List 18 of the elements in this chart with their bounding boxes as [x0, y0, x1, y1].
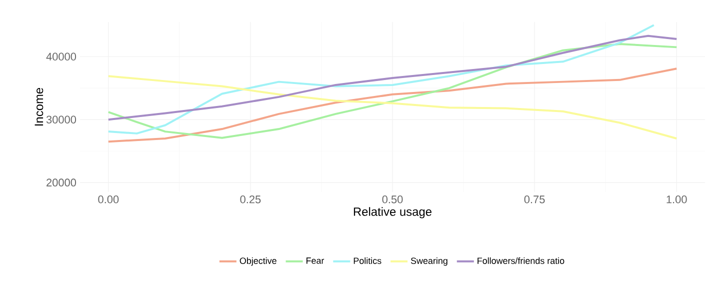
y-tick-label: 20000 — [46, 178, 76, 186]
x-tick-label: 0.25 — [240, 196, 261, 204]
legend-label: Objective — [240, 257, 276, 266]
legend-label: Swearing — [410, 257, 448, 266]
y-axis-title: Income — [34, 88, 44, 126]
line-series — [107, 24, 655, 134]
legend-label: Followers/friends ratio — [478, 257, 564, 264]
x-tick-label: 0.50 — [382, 196, 403, 204]
line-series — [107, 43, 678, 139]
x-tick-label: 0.75 — [524, 196, 545, 204]
y-tick-label: 40000 — [46, 52, 76, 61]
line-series — [107, 34, 678, 121]
legend-label: Fear — [306, 258, 324, 264]
x-tick-label: 1.00 — [666, 196, 687, 204]
x-axis-title: Relative usage — [354, 207, 432, 218]
x-tick-label: 0.00 — [98, 196, 119, 204]
legend-label: Politics — [354, 257, 382, 264]
y-tick-label: 30000 — [46, 116, 76, 124]
